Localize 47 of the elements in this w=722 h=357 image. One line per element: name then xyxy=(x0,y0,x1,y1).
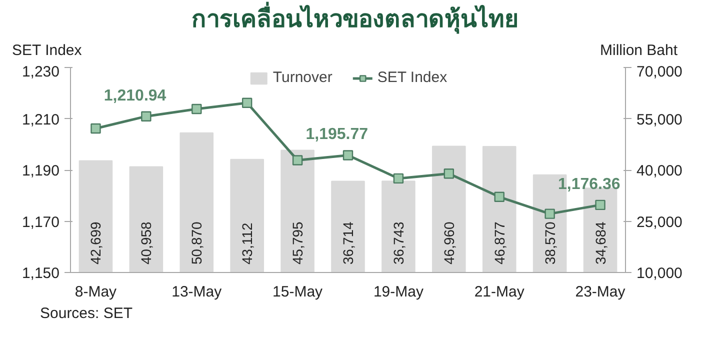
y2-tick-label: 70,000 xyxy=(636,64,682,81)
data-label: 36,714 xyxy=(340,222,356,265)
legend-label: SET Index xyxy=(377,69,448,86)
point xyxy=(494,192,504,202)
point xyxy=(90,124,101,134)
data-label: 45,795 xyxy=(290,222,306,265)
point xyxy=(595,200,606,210)
point xyxy=(141,112,152,122)
data-label: 42,699 xyxy=(88,222,104,265)
data-label: 1,176.36 xyxy=(558,176,620,194)
x-tick-label: 19-May xyxy=(373,284,424,301)
x-tick-label: 21-May xyxy=(474,284,525,301)
y-tick-label: 1,230 xyxy=(22,64,60,81)
x-tick-label: 13-May xyxy=(172,284,222,301)
point xyxy=(192,104,202,115)
y-tick-label: 1,170 xyxy=(22,214,60,232)
data-label: 43,112 xyxy=(239,222,256,265)
data-label: 46,877 xyxy=(491,222,508,265)
x-tick-label: 23-May xyxy=(575,284,626,301)
point xyxy=(292,156,303,166)
data-label: 1,210.94 xyxy=(104,88,166,105)
point xyxy=(393,174,404,184)
y-tick-label: 1,210 xyxy=(22,112,60,129)
y2-tick-label: 10,000 xyxy=(636,265,682,282)
y2-axis-title: Million Baht xyxy=(600,41,678,61)
y-tick-label: 1,190 xyxy=(22,162,60,180)
source-note: Sources: SET xyxy=(40,304,133,324)
x-tick-label: 8-May xyxy=(74,284,118,301)
data-label: 34,684 xyxy=(592,222,608,265)
data-label: 40,958 xyxy=(138,222,154,265)
y2-tick-label: 55,000 xyxy=(636,112,682,129)
point xyxy=(342,150,354,161)
point xyxy=(444,168,454,180)
x-tick-label: 15-May xyxy=(272,284,324,301)
y2-tick-label: 40,000 xyxy=(636,162,682,180)
y-axis-title: SET Index xyxy=(12,41,82,61)
y-tick-label: 1,150 xyxy=(22,265,60,282)
chart-title: การเคลื่อนไหวของตลาดหุ้นไทย xyxy=(192,0,518,36)
y2-tick-label: 25,000 xyxy=(636,214,682,232)
data-label: 36,743 xyxy=(390,222,406,265)
point xyxy=(544,209,555,220)
data-label: 46,960 xyxy=(440,222,457,265)
data-label: 1,195.77 xyxy=(306,126,368,144)
legend-label: Turnover xyxy=(272,69,332,86)
point xyxy=(242,98,252,108)
data-label: 38,570 xyxy=(542,222,558,265)
data-label: 50,870 xyxy=(188,222,205,265)
